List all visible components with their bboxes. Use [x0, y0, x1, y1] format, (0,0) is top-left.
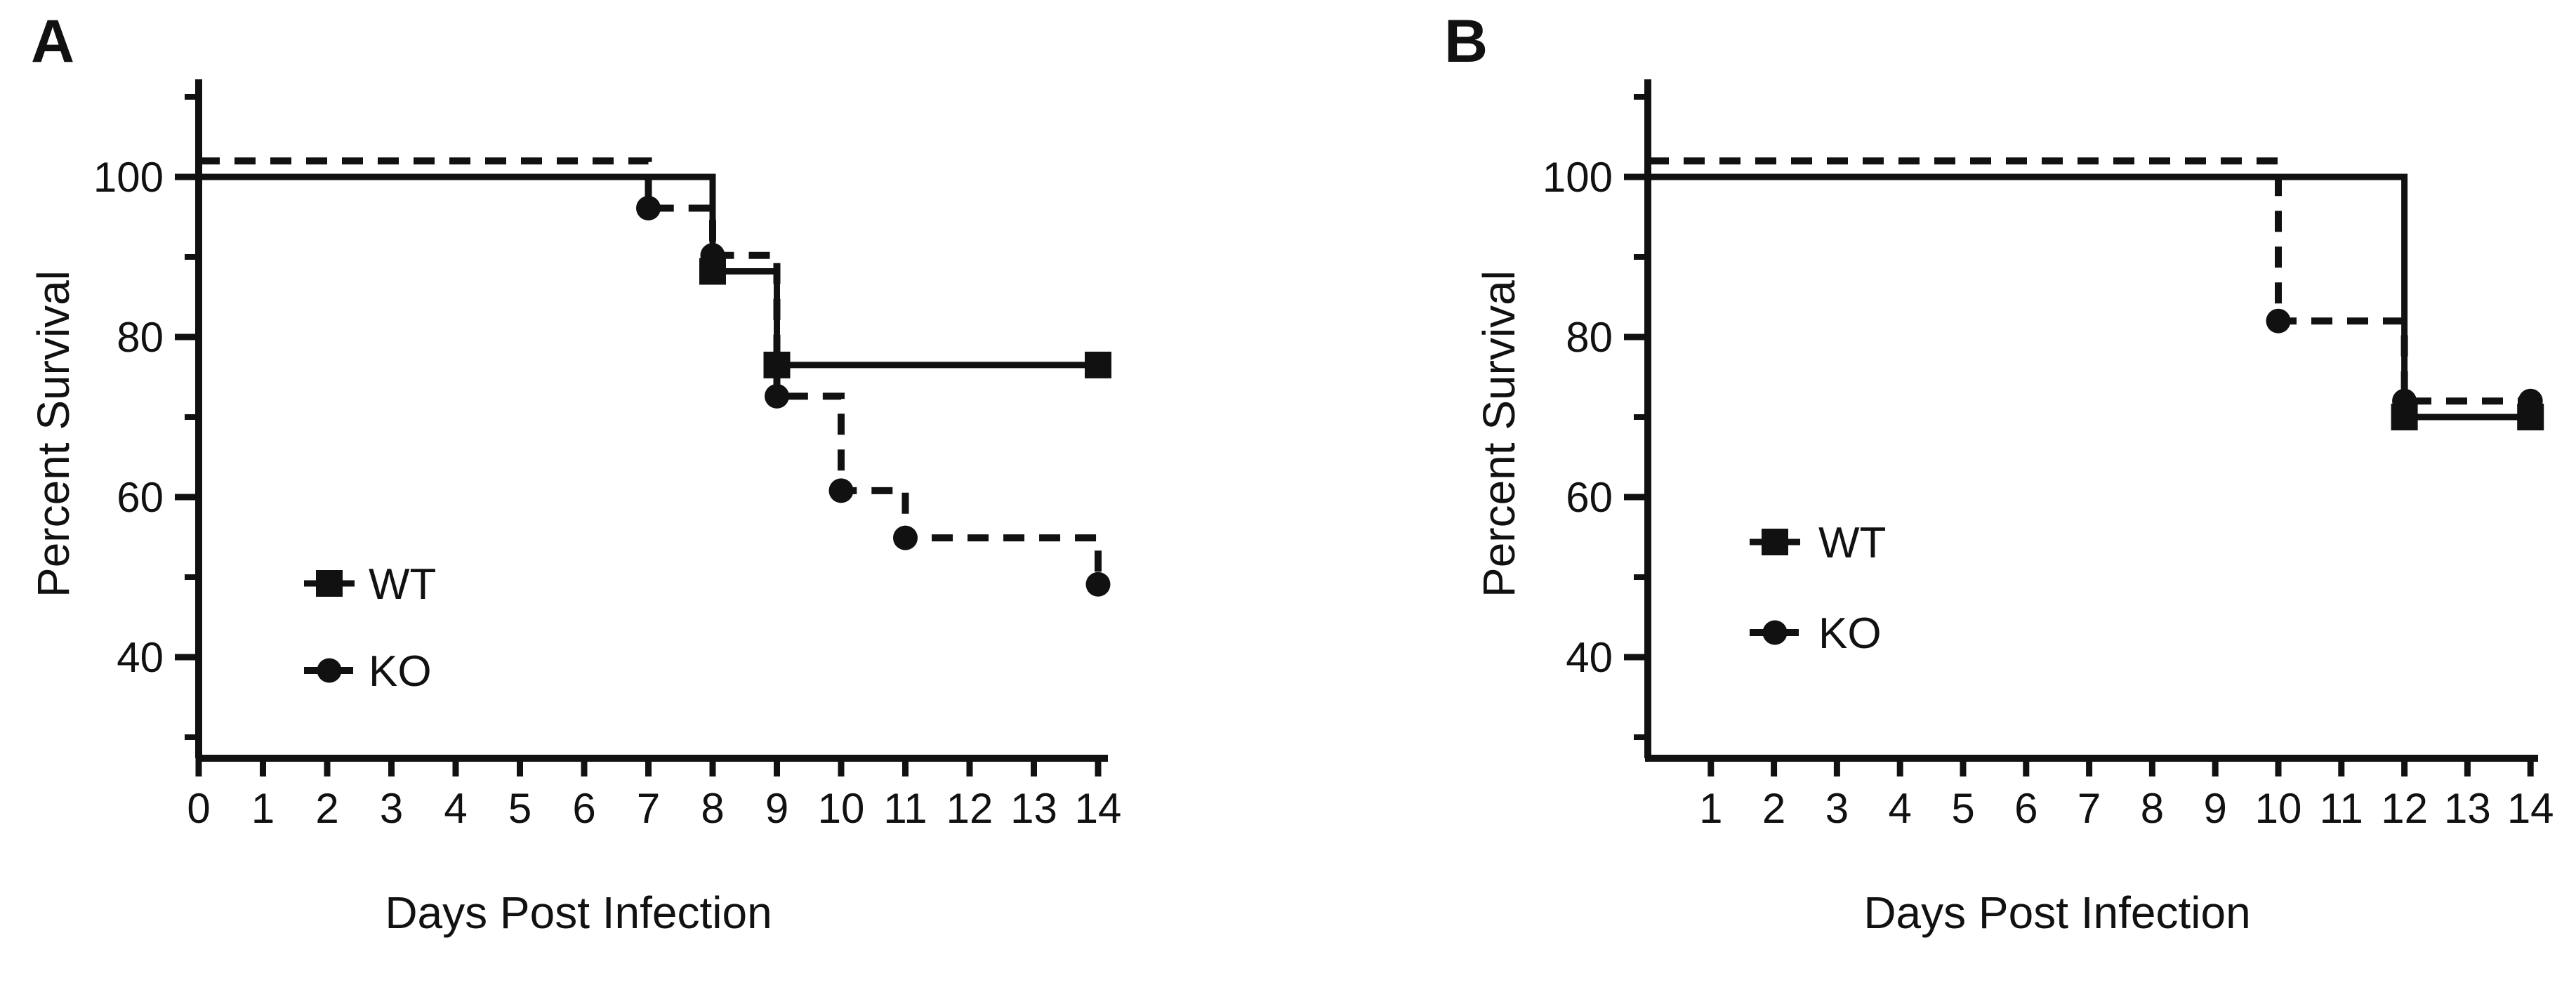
y-tick-label: 80: [1566, 314, 1613, 361]
legend-WT-square-marker-icon: [1762, 529, 1788, 555]
y-tick-label: 80: [117, 314, 164, 361]
legend-item-WT: WT: [304, 560, 436, 609]
x-axis-title: Days Post Infection: [385, 887, 772, 938]
x-tick-label: 8: [2141, 785, 2164, 832]
x-tick-label: 3: [380, 785, 403, 832]
x-tick-label: 13: [2444, 785, 2491, 832]
x-tick-label: 10: [2255, 785, 2302, 832]
legend-KO-label: KO: [369, 647, 432, 696]
x-tick-label: 11: [2320, 785, 2363, 832]
series-KO-marker: [828, 478, 854, 503]
legend-KO-label: KO: [1818, 609, 1882, 658]
x-tick-label: 3: [1825, 785, 1849, 832]
series-KO-marker: [2266, 308, 2291, 333]
x-tick-label: 2: [315, 785, 338, 832]
x-tick-label: 14: [2507, 785, 2554, 832]
x-tick-label: 4: [1889, 785, 1912, 832]
x-tick-label: 0: [187, 785, 210, 832]
x-tick-label: 7: [2078, 785, 2101, 832]
x-tick-label: 10: [818, 785, 865, 832]
legend-WT-square-marker-icon: [316, 570, 343, 597]
x-tick-label: 5: [508, 785, 531, 832]
x-tick-label: 9: [765, 785, 788, 832]
series-WT-line: [1648, 173, 2531, 421]
x-tick-label: 9: [2204, 785, 2227, 832]
x-tick-label: 13: [1010, 785, 1057, 832]
legend-item-KO: KO: [1750, 609, 1882, 658]
y-axis-title: Percent Survival: [28, 270, 79, 597]
series-WT-marker: [2391, 404, 2418, 430]
series-WT-marker: [699, 258, 726, 285]
x-tick-label: 8: [701, 785, 724, 832]
x-axis-title: Days Post Infection: [1863, 887, 2250, 938]
legend-WT-label: WT: [369, 560, 436, 609]
x-tick-label: 7: [637, 785, 660, 832]
series-KO-marker: [636, 195, 661, 220]
series-KO-marker: [765, 383, 789, 409]
legend-item-WT: WT: [1750, 519, 1886, 567]
y-tick-label: 100: [1543, 154, 1613, 201]
x-tick-label: 1: [1699, 785, 1722, 832]
x-tick-label: 2: [1762, 785, 1785, 832]
panel-a-letter: A: [31, 8, 75, 75]
series-WT-marker: [763, 351, 791, 378]
y-tick-label: 40: [117, 634, 164, 681]
series-KO-marker: [893, 525, 918, 550]
series-WT-marker: [2517, 404, 2544, 430]
series-KO-marker: [1085, 571, 1111, 597]
panel-a: A 40 60 80 100 0 1 2 3 4 5 6 7 8 9 10 11 12 13 14 Days Post…: [28, 8, 1122, 938]
legend-KO-circle-marker-icon: [317, 658, 342, 683]
y-tick-label: 60: [1566, 474, 1613, 521]
series-WT-line: [199, 173, 1098, 369]
series-KO-line: [1648, 157, 2531, 405]
y-tick-label: 60: [117, 474, 164, 521]
x-tick-label: 12: [2381, 785, 2428, 832]
x-tick-label: 14: [1075, 785, 1122, 832]
x-tick-label: 6: [2014, 785, 2037, 832]
x-tick-label: 5: [1951, 785, 1974, 832]
x-tick-label: 12: [946, 785, 993, 832]
series-WT-marker: [1085, 351, 1111, 378]
legend-KO-circle-marker-icon: [1762, 620, 1788, 645]
y-axis-title: Percent Survival: [1474, 270, 1524, 597]
x-tick-label: 11: [883, 785, 927, 832]
x-tick-label: 6: [572, 785, 595, 832]
x-tick-label: 1: [251, 785, 275, 832]
legend-WT-label: WT: [1818, 519, 1886, 567]
x-tick-label: 4: [444, 785, 467, 832]
series-KO-line: [199, 157, 1102, 585]
y-tick-label: 100: [93, 154, 164, 201]
panel-b: B 40 60 80 100 1 2 3 4 5 6 7 8 9 10 11 12 13 14 Days Post …: [1288, 0, 2576, 985]
y-tick-label: 40: [1566, 634, 1613, 681]
panel-b-letter: B: [1444, 8, 1488, 75]
legend-item-KO: KO: [304, 647, 432, 696]
